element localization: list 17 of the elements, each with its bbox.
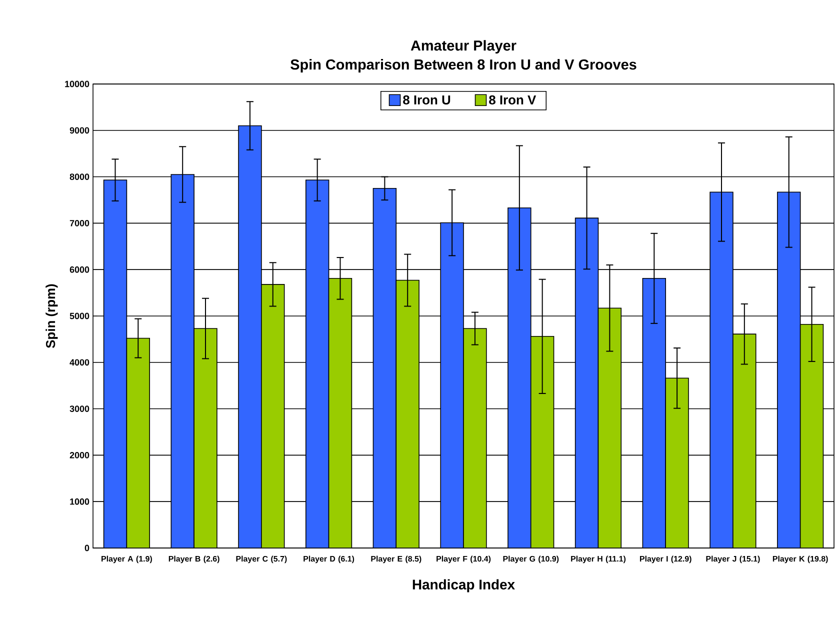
y-tick-label: 9000 — [70, 127, 90, 134]
y-tick-label: 4000 — [70, 359, 90, 366]
y-axis-title: Spin (rpm) — [46, 284, 58, 348]
y-tick-label: 8000 — [70, 174, 90, 180]
x-axis-title: Handicap Index — [412, 579, 515, 592]
legend-label: 8 Iron U — [403, 95, 450, 104]
legend-label: 8 Iron V — [489, 95, 536, 104]
chart-title: Amateur Player — [410, 40, 516, 54]
chart-subtitle: Spin Comparison Between 8 Iron U and V Grooves — [290, 59, 636, 72]
y-tick-label: 10000 — [65, 80, 90, 88]
y-tick-label: 2000 — [70, 452, 90, 458]
y-tick-label: 3000 — [70, 406, 90, 412]
y-tick-label: 1000 — [70, 498, 90, 505]
y-tick-label: 0 — [84, 544, 90, 552]
y-tick-label: 5000 — [70, 312, 90, 320]
y-tick-label: 7000 — [70, 220, 90, 226]
y-tick-label: 6000 — [70, 266, 90, 273]
